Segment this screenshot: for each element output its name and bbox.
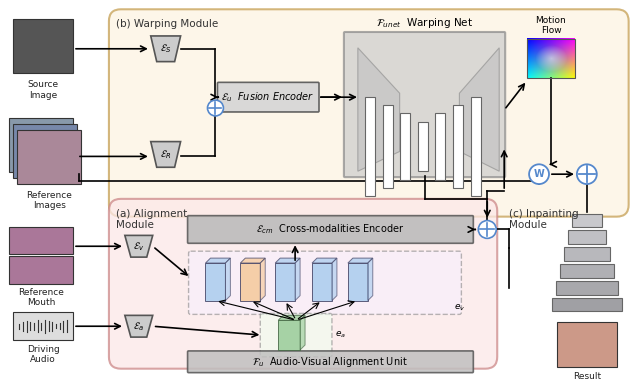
- Bar: [556, 281, 618, 295]
- Bar: [568, 230, 605, 244]
- Circle shape: [577, 164, 596, 184]
- FancyBboxPatch shape: [188, 351, 474, 372]
- Text: $e_v$: $e_v$: [454, 302, 466, 313]
- Bar: [10, 256, 73, 284]
- Polygon shape: [225, 258, 230, 301]
- Text: $\mathcal{F}_{unet}$  Warping Net: $\mathcal{F}_{unet}$ Warping Net: [376, 16, 473, 30]
- Circle shape: [478, 220, 496, 238]
- Polygon shape: [241, 258, 265, 263]
- FancyBboxPatch shape: [109, 9, 628, 217]
- Polygon shape: [125, 315, 153, 337]
- FancyBboxPatch shape: [188, 216, 474, 243]
- FancyBboxPatch shape: [260, 313, 332, 357]
- Polygon shape: [151, 36, 180, 61]
- Text: (c) Inpainting
Module: (c) Inpainting Module: [509, 209, 579, 230]
- Polygon shape: [300, 315, 305, 350]
- Text: $\mathcal{E}_u$  Fusion Encoder: $\mathcal{E}_u$ Fusion Encoder: [221, 90, 315, 104]
- Bar: [13, 124, 77, 178]
- Text: Source
Image: Source Image: [28, 80, 59, 100]
- Bar: [417, 122, 428, 171]
- Polygon shape: [205, 258, 230, 263]
- Bar: [275, 263, 295, 301]
- Bar: [10, 118, 73, 172]
- Text: (b) Warping Module: (b) Warping Module: [116, 19, 218, 29]
- Text: Result: Result: [573, 372, 601, 381]
- Text: $\mathcal{E}_S$: $\mathcal{E}_S$: [160, 42, 172, 55]
- Bar: [435, 113, 445, 180]
- Text: W: W: [534, 169, 545, 179]
- Polygon shape: [278, 315, 305, 320]
- Bar: [312, 263, 332, 301]
- Text: $\mathcal{E}_{cm}$  Cross-modalities Encoder: $\mathcal{E}_{cm}$ Cross-modalities Enco…: [256, 223, 404, 237]
- Bar: [348, 263, 368, 301]
- Bar: [453, 104, 463, 189]
- Text: $\mathcal{E}_v$: $\mathcal{E}_v$: [133, 240, 145, 253]
- Polygon shape: [260, 258, 265, 301]
- Text: (a) Alignment
Module: (a) Alignment Module: [116, 209, 187, 230]
- Text: Reference
Images: Reference Images: [26, 191, 72, 210]
- FancyBboxPatch shape: [218, 82, 319, 112]
- Bar: [399, 113, 410, 180]
- Bar: [205, 263, 225, 301]
- Polygon shape: [460, 48, 499, 171]
- Bar: [572, 214, 602, 227]
- Bar: [564, 247, 610, 261]
- FancyBboxPatch shape: [109, 199, 497, 369]
- Text: $\mathcal{F}_u$  Audio-Visual Alignment Unit: $\mathcal{F}_u$ Audio-Visual Alignment U…: [252, 355, 408, 369]
- Polygon shape: [295, 258, 300, 301]
- Bar: [383, 104, 393, 189]
- Polygon shape: [368, 258, 372, 301]
- Circle shape: [207, 100, 223, 116]
- Bar: [241, 263, 260, 301]
- Polygon shape: [151, 142, 180, 167]
- Polygon shape: [275, 258, 300, 263]
- Text: Reference
Mouth: Reference Mouth: [19, 288, 64, 307]
- Polygon shape: [125, 235, 153, 257]
- Bar: [13, 19, 73, 73]
- Bar: [471, 97, 481, 196]
- Bar: [557, 322, 617, 367]
- Bar: [13, 313, 73, 340]
- FancyBboxPatch shape: [189, 251, 461, 314]
- Polygon shape: [312, 258, 337, 263]
- FancyBboxPatch shape: [344, 32, 505, 177]
- Bar: [552, 298, 621, 311]
- Text: $\mathcal{E}_R$: $\mathcal{E}_R$: [160, 148, 172, 161]
- Text: Motion
Flow: Motion Flow: [536, 16, 566, 35]
- Bar: [10, 227, 73, 254]
- Polygon shape: [358, 48, 399, 171]
- Bar: [17, 130, 81, 184]
- Circle shape: [529, 164, 549, 184]
- Bar: [527, 39, 575, 78]
- Bar: [365, 97, 375, 196]
- Polygon shape: [348, 258, 372, 263]
- Text: Driving
Audio: Driving Audio: [27, 345, 60, 364]
- Text: $\mathcal{E}_a$: $\mathcal{E}_a$: [133, 320, 145, 333]
- Bar: [278, 320, 300, 350]
- Text: $e_a$: $e_a$: [335, 330, 346, 340]
- Bar: [560, 264, 614, 278]
- Polygon shape: [332, 258, 337, 301]
